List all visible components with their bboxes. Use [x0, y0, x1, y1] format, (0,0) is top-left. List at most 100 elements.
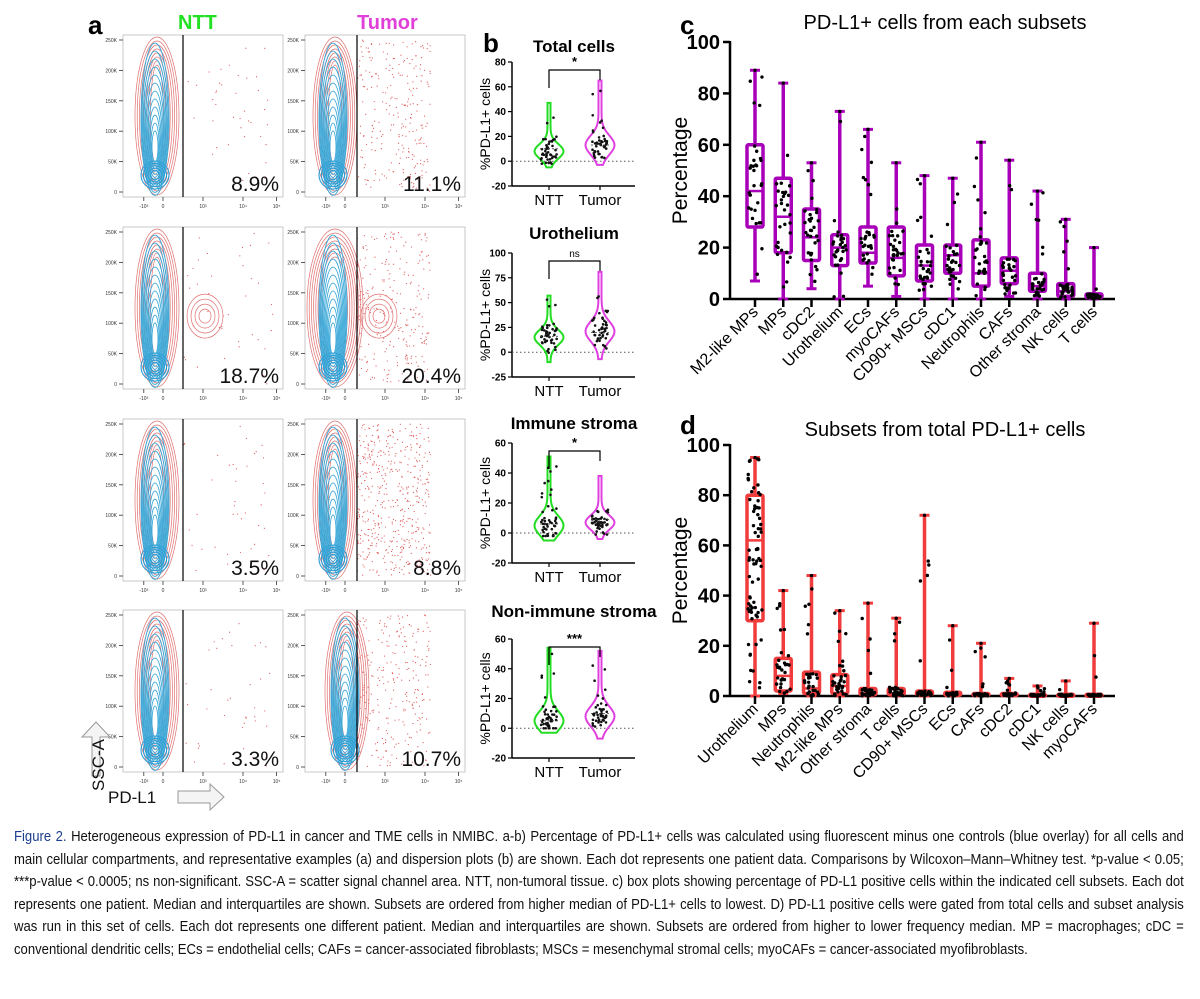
event-dot	[383, 451, 385, 453]
event-dot	[419, 260, 421, 262]
contour-blue-core	[145, 357, 165, 377]
event-dot	[421, 174, 423, 176]
contour-blue-core	[142, 546, 168, 572]
event-dot	[393, 679, 395, 681]
data-dot	[861, 258, 865, 262]
data-dot-ntt	[545, 326, 549, 330]
event-dot	[417, 365, 419, 367]
significance-label: *	[572, 435, 578, 450]
data-dot-tumor	[604, 321, 608, 324]
event-dot	[425, 125, 427, 127]
data-dot-ntt	[541, 534, 545, 538]
event-dot	[418, 497, 421, 499]
data-dot	[1041, 191, 1045, 195]
data-dot	[784, 280, 789, 284]
data-dot	[841, 249, 845, 254]
data-dot	[786, 654, 791, 658]
data-dot	[1009, 187, 1014, 192]
event-dot	[411, 519, 414, 521]
event-dot	[428, 648, 430, 650]
data-dot	[838, 119, 843, 124]
box-group	[886, 161, 906, 298]
event-dot	[398, 673, 400, 675]
contour-blue-core	[145, 549, 165, 569]
data-dot-tumor	[597, 152, 600, 156]
data-dot	[757, 685, 762, 690]
data-dot-tumor	[604, 715, 608, 719]
event-dot	[394, 455, 396, 457]
event-dot	[369, 545, 372, 547]
event-dot	[372, 509, 374, 511]
event-dot	[396, 362, 398, 364]
x-tick-label: 0	[344, 396, 347, 402]
event-dot	[416, 526, 418, 528]
data-dot-tumor	[605, 326, 608, 330]
event-dot	[185, 683, 187, 685]
data-dot	[778, 685, 783, 690]
event-dot	[425, 336, 427, 338]
event-dot	[359, 125, 362, 127]
data-dot	[918, 579, 923, 583]
event-dot	[410, 625, 412, 627]
box-group	[1084, 245, 1104, 301]
event-dot	[370, 86, 373, 88]
event-dot	[391, 446, 393, 448]
event-dot	[368, 488, 370, 490]
data-dot	[811, 672, 815, 676]
contour-blue	[331, 625, 359, 768]
y-tick-label: 50K	[108, 544, 118, 550]
data-dot-ntt	[550, 652, 554, 656]
data-dot	[1005, 288, 1009, 293]
event-dot	[385, 440, 388, 442]
event-dot	[401, 509, 403, 511]
event-dot	[418, 325, 420, 327]
event-dot	[389, 129, 392, 131]
event-dot	[372, 425, 374, 427]
event-dot	[415, 701, 418, 703]
data-dot	[1066, 282, 1070, 287]
event-dot	[361, 470, 363, 473]
event-dot	[379, 680, 381, 682]
data-dot	[947, 266, 952, 270]
data-dot	[756, 610, 760, 615]
contour-blue	[336, 665, 354, 753]
event-dot	[426, 559, 428, 562]
y-tick-label: 150K	[287, 291, 299, 297]
event-dot	[220, 84, 223, 86]
event-dot	[376, 307, 378, 310]
event-dot	[360, 367, 363, 370]
violin-plot-title: Urothelium	[529, 224, 619, 243]
event-dot	[392, 436, 394, 438]
event-dot	[198, 745, 201, 747]
event-dot	[389, 435, 392, 437]
event-dot	[400, 632, 402, 634]
data-dot	[781, 588, 785, 593]
event-dot	[409, 572, 411, 574]
data-dot	[985, 692, 989, 697]
x-tick-label: 0	[162, 588, 165, 594]
data-dot	[951, 624, 955, 628]
data-dot-ntt	[552, 322, 556, 326]
event-dot	[376, 571, 378, 573]
event-dot	[370, 43, 373, 46]
contour-red	[186, 293, 224, 339]
data-dot	[870, 688, 874, 692]
contour-blue-core	[325, 551, 341, 567]
event-dot	[408, 500, 410, 503]
event-dot	[245, 295, 247, 297]
event-dot	[395, 469, 397, 471]
event-dot	[223, 763, 225, 765]
event-dot	[411, 703, 413, 705]
data-dot	[980, 685, 985, 689]
data-dot	[1099, 693, 1103, 698]
event-dot	[406, 46, 408, 48]
data-dot	[870, 272, 874, 276]
event-dot	[401, 144, 403, 146]
event-dot	[371, 710, 373, 712]
contour-blue-core	[323, 165, 343, 185]
event-dot	[224, 381, 226, 383]
event-dot	[388, 69, 390, 71]
data-dot	[809, 258, 814, 262]
event-dot	[413, 476, 415, 478]
event-dot	[411, 761, 413, 763]
